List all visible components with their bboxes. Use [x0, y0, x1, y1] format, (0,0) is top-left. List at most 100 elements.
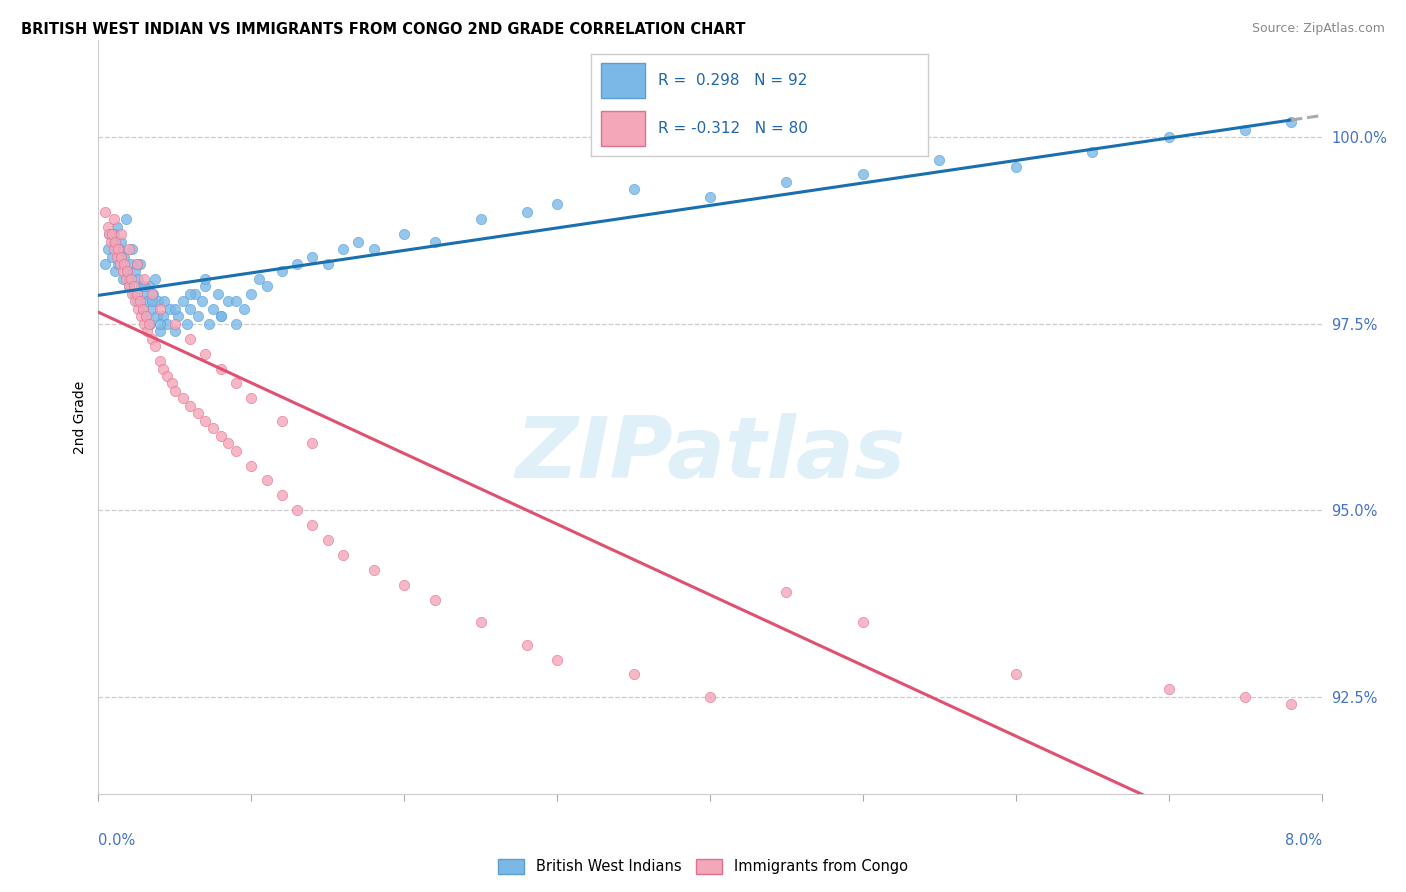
Point — [546, 652, 568, 666]
Point — [136, 324, 159, 338]
Point — [110, 250, 132, 264]
Point — [129, 310, 152, 324]
Point — [120, 272, 142, 286]
Point — [240, 286, 263, 301]
Point — [112, 250, 135, 264]
Point — [136, 294, 159, 309]
Point — [240, 392, 263, 406]
Point — [285, 257, 308, 271]
Point — [134, 272, 156, 286]
Point — [270, 488, 294, 502]
FancyBboxPatch shape — [600, 111, 644, 145]
Point — [120, 257, 142, 271]
Point — [93, 257, 115, 271]
Point — [125, 294, 148, 309]
Point — [699, 690, 721, 704]
Point — [118, 279, 141, 293]
Point — [107, 257, 129, 271]
Point — [138, 279, 160, 293]
Point — [184, 286, 207, 301]
Point — [139, 317, 162, 331]
Point — [118, 272, 141, 286]
Point — [928, 153, 950, 167]
Point — [1157, 130, 1180, 145]
Text: 8.0%: 8.0% — [1285, 833, 1322, 847]
Point — [103, 235, 125, 249]
Point — [152, 361, 174, 376]
Point — [232, 301, 254, 316]
Point — [1234, 690, 1257, 704]
Point — [1279, 115, 1302, 129]
Point — [301, 518, 323, 533]
Point — [775, 585, 797, 599]
Text: ZIPatlas: ZIPatlas — [515, 413, 905, 496]
Point — [852, 168, 875, 182]
Point — [209, 310, 232, 324]
Point — [110, 250, 132, 264]
Point — [256, 474, 278, 488]
Point — [159, 301, 181, 316]
Point — [122, 286, 145, 301]
Point — [623, 182, 645, 196]
Point — [115, 212, 138, 227]
Point — [121, 242, 143, 256]
Point — [153, 294, 176, 309]
Point — [179, 332, 201, 346]
Point — [134, 279, 156, 293]
Point — [270, 414, 294, 428]
Point — [256, 279, 278, 293]
Point — [124, 264, 146, 278]
Point — [108, 242, 131, 256]
Point — [125, 286, 148, 301]
Point — [98, 227, 121, 242]
Point — [125, 257, 148, 271]
Point — [149, 317, 172, 331]
Point — [240, 458, 263, 473]
Point — [207, 286, 229, 301]
Point — [141, 294, 163, 309]
Point — [110, 227, 132, 242]
Point — [156, 317, 179, 331]
Point — [127, 272, 149, 286]
Point — [152, 310, 174, 324]
Text: Source: ZipAtlas.com: Source: ZipAtlas.com — [1251, 22, 1385, 36]
Point — [118, 242, 141, 256]
Point — [97, 219, 120, 234]
Point — [363, 563, 385, 577]
Point — [146, 294, 169, 309]
Text: R =  0.298   N = 92: R = 0.298 N = 92 — [658, 72, 807, 87]
Point — [121, 286, 143, 301]
Point — [167, 310, 190, 324]
Point — [1279, 698, 1302, 712]
Point — [141, 286, 163, 301]
Point — [225, 294, 247, 309]
FancyBboxPatch shape — [600, 62, 644, 97]
Point — [122, 279, 145, 293]
Point — [108, 257, 131, 271]
Point — [392, 227, 416, 242]
Point — [141, 301, 163, 316]
Point — [172, 392, 194, 406]
Point — [149, 354, 172, 368]
Point — [149, 301, 172, 316]
Point — [187, 406, 209, 420]
Point — [103, 227, 125, 242]
Point — [202, 301, 225, 316]
Point — [143, 272, 166, 286]
Point — [105, 250, 128, 264]
Point — [101, 227, 124, 242]
Point — [217, 436, 239, 450]
Point — [128, 294, 150, 309]
Point — [247, 272, 270, 286]
Point — [112, 257, 135, 271]
Legend: British West Indians, Immigrants from Congo: British West Indians, Immigrants from Co… — [492, 853, 914, 880]
Point — [202, 421, 225, 435]
Point — [546, 197, 568, 211]
Point — [191, 294, 214, 309]
Point — [699, 190, 721, 204]
Point — [101, 250, 124, 264]
Point — [163, 301, 186, 316]
Point — [179, 286, 201, 301]
Point — [93, 204, 115, 219]
Point — [104, 264, 127, 278]
